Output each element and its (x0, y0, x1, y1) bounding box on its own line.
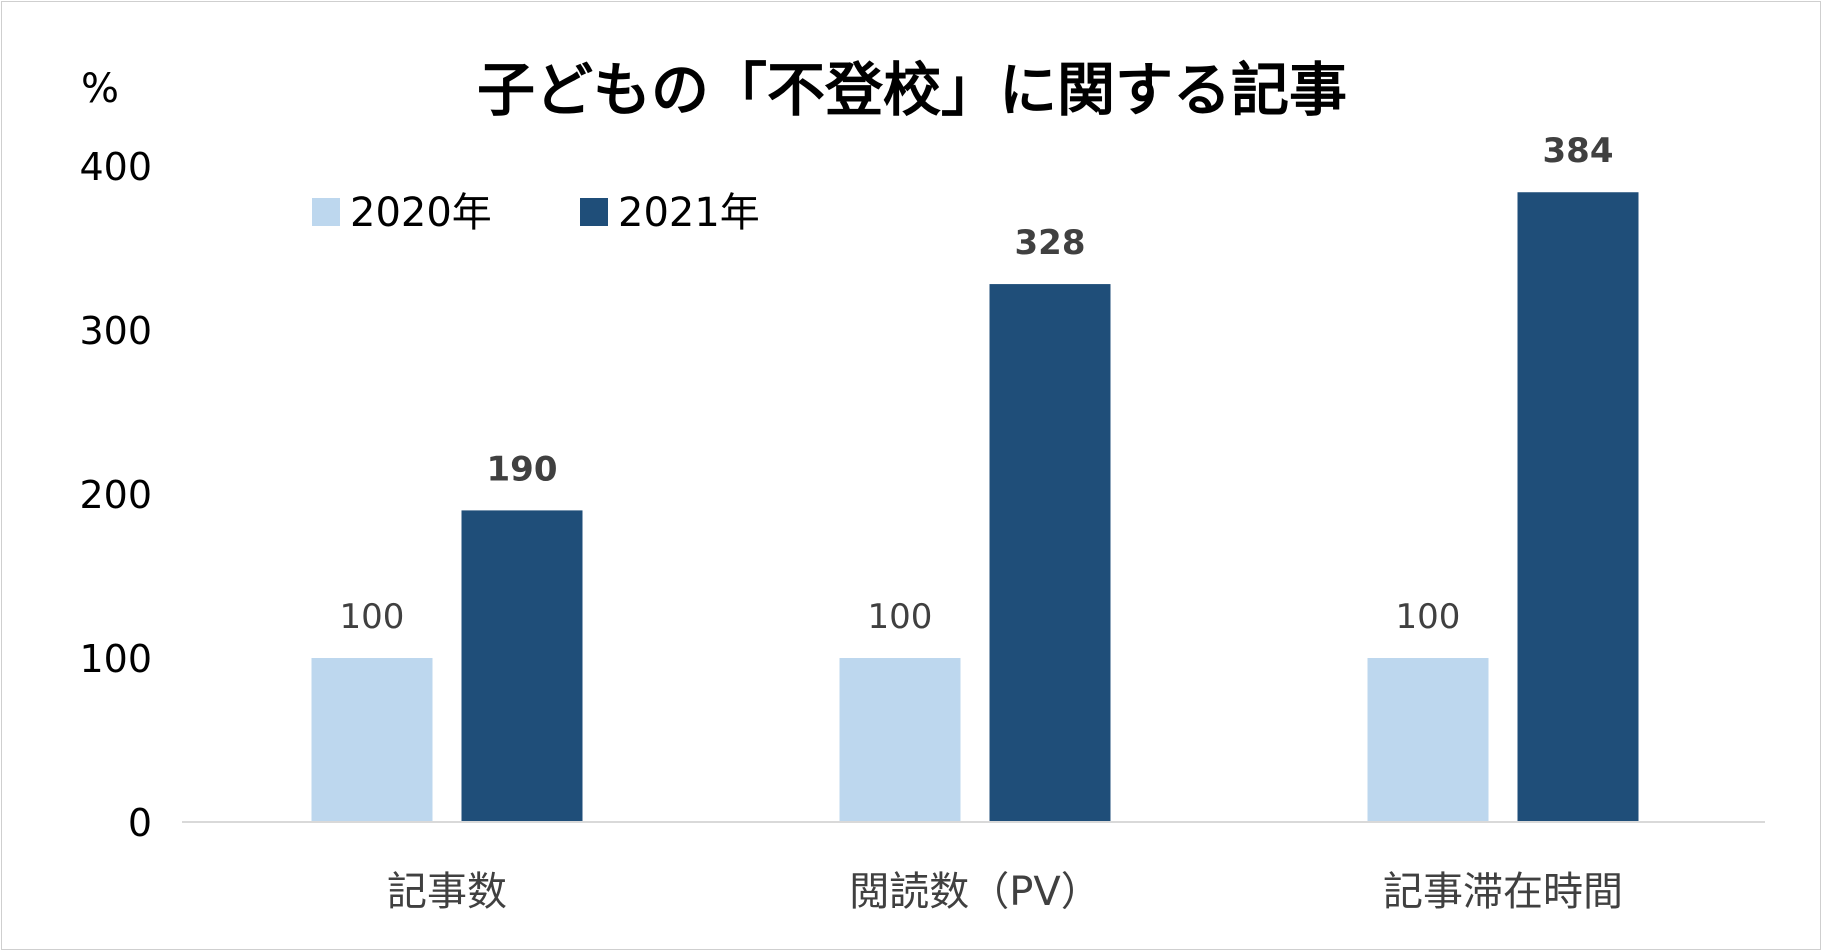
y-tick-label: 200 (79, 473, 152, 517)
x-category-label: 記事滞在時間 (1383, 869, 1623, 915)
x-axis-categories: 記事数 閲読数（PV） 記事滞在時間 (387, 869, 1623, 915)
chart-title: 子どもの「不登校」に関する記事 (477, 56, 1347, 124)
bar-series (311, 192, 1639, 823)
y-tick-label: 100 (79, 637, 152, 681)
legend: 2020年 2021年 (312, 190, 760, 236)
bar-dark (461, 510, 583, 822)
bar-light (1367, 658, 1489, 822)
legend-swatch (580, 198, 608, 226)
legend-label: 2020年 (350, 190, 492, 236)
bar-light (839, 658, 961, 822)
y-axis-ticks: 0 100 200 300 400 (79, 145, 152, 845)
data-label: 100 (868, 597, 933, 637)
bar-light (311, 658, 433, 822)
data-label: 384 (1543, 131, 1614, 171)
y-tick-label: 300 (79, 309, 152, 353)
y-tick-label: 400 (79, 145, 152, 189)
data-label: 100 (1396, 597, 1461, 637)
data-label: 190 (487, 449, 558, 489)
data-label: 328 (1015, 223, 1086, 263)
data-labels: 100 190 100 328 100 384 (340, 131, 1614, 637)
y-axis-unit: % (81, 66, 119, 112)
x-category-label: 記事数 (387, 869, 507, 915)
legend-label: 2021年 (618, 190, 760, 236)
legend-swatch (312, 198, 340, 226)
x-category-label: 閲読数（PV） (849, 869, 1100, 915)
y-tick-label: 0 (128, 801, 152, 845)
bar-dark (989, 284, 1111, 823)
data-label: 100 (340, 597, 405, 637)
bar-dark (1517, 192, 1639, 823)
